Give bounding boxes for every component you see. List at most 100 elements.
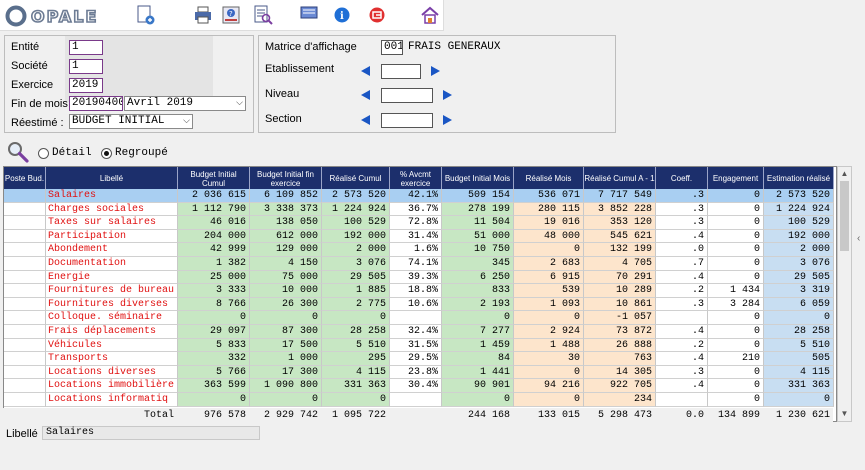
table-cell[interactable]: 1 112 790	[178, 202, 250, 217]
table-cell[interactable]: 3 338 373	[250, 202, 322, 217]
societe-field[interactable]: 1	[69, 59, 103, 74]
table-cell[interactable]: 3 333	[178, 284, 250, 298]
detail-radio[interactable]: Détail	[38, 147, 92, 159]
search-document-icon[interactable]	[252, 4, 274, 26]
table-cell[interactable]: Fournitures diverses	[46, 297, 178, 312]
table-cell[interactable]: 4 150	[250, 257, 322, 271]
magnifier-search-icon[interactable]	[6, 140, 30, 164]
table-cell[interactable]: Documentation	[46, 257, 178, 271]
table-cell[interactable]: 0	[514, 311, 584, 325]
table-cell[interactable]: 100 529	[764, 216, 834, 230]
table-cell[interactable]: 129 000	[250, 243, 322, 257]
table-cell[interactable]: 331 363	[764, 379, 834, 393]
exercice-field[interactable]: 2019	[69, 78, 103, 93]
table-cell[interactable]: Energie	[46, 270, 178, 285]
table-cell[interactable]: 0	[322, 393, 390, 407]
table-cell[interactable]: 539	[514, 284, 584, 298]
table-cell[interactable]: 0	[708, 189, 764, 203]
table-cell[interactable]: 1 000	[250, 352, 322, 366]
column-header[interactable]: Réalisé Mois	[514, 167, 584, 189]
table-cell[interactable]: 42 999	[178, 243, 250, 257]
table-cell[interactable]: 1 093	[514, 297, 584, 312]
table-cell[interactable]	[4, 216, 46, 230]
table-cell[interactable]: 3 076	[322, 257, 390, 271]
table-row[interactable]: Locations immobilière 363 599 1 090 800 331…	[4, 379, 834, 393]
table-cell[interactable]: 17 500	[250, 338, 322, 353]
table-cell[interactable]: 509 154	[442, 189, 514, 203]
table-cell[interactable]: 48 000	[514, 229, 584, 244]
table-cell[interactable]: 2 683	[514, 257, 584, 271]
table-cell[interactable]: 1 459	[442, 338, 514, 353]
table-row[interactable]: Documentation 1 382 4 150 3 076 74.1% 345 2 68…	[4, 257, 834, 271]
table-cell[interactable]: 4 705	[584, 257, 656, 271]
table-cell[interactable]: 6 109 852	[250, 189, 322, 203]
table-cell[interactable]: -1 057	[584, 311, 656, 325]
table-cell[interactable]: .4	[656, 229, 708, 244]
section-field[interactable]	[381, 113, 433, 128]
side-collapse-icon[interactable]: ‹	[857, 233, 861, 244]
table-cell[interactable]: 0	[708, 270, 764, 285]
niveau-prev-icon[interactable]	[361, 90, 370, 100]
table-cell[interactable]: 922 705	[584, 379, 656, 393]
table-cell[interactable]: 0	[442, 393, 514, 407]
table-cell[interactable]: 6 915	[514, 270, 584, 285]
table-cell[interactable]: 345	[442, 257, 514, 271]
table-cell[interactable]: 204 000	[178, 229, 250, 244]
table-cell[interactable]: 36.7%	[390, 202, 442, 217]
niveau-next-icon[interactable]	[443, 90, 452, 100]
table-cell[interactable]: 3 319	[764, 284, 834, 298]
table-cell[interactable]: 132 199	[584, 243, 656, 257]
table-cell[interactable]: 5 510	[322, 338, 390, 353]
niveau-field[interactable]	[381, 88, 433, 103]
table-cell[interactable]: 0	[250, 311, 322, 325]
table-cell[interactable]: 353 120	[584, 216, 656, 230]
table-cell[interactable]: 3 284	[708, 297, 764, 312]
table-cell[interactable]: 29 505	[322, 270, 390, 285]
table-cell[interactable]	[4, 311, 46, 325]
etablissement-next-icon[interactable]	[431, 66, 440, 76]
table-cell[interactable]	[656, 311, 708, 325]
table-cell[interactable]: 295	[322, 352, 390, 366]
column-header[interactable]: Budget Initial fin exercice	[250, 167, 322, 189]
table-cell[interactable]	[4, 189, 46, 203]
table-cell[interactable]: 10 750	[442, 243, 514, 257]
table-cell[interactable]	[4, 325, 46, 339]
table-cell[interactable]: 210	[708, 352, 764, 366]
table-cell[interactable]: 192 000	[322, 229, 390, 244]
table-cell[interactable]: 0	[442, 311, 514, 325]
table-cell[interactable]: 29 097	[178, 325, 250, 339]
table-cell[interactable]: .2	[656, 338, 708, 353]
vertical-scrollbar[interactable]: ▲ ▼	[837, 166, 852, 422]
table-cell[interactable]: 280 115	[514, 202, 584, 217]
table-cell[interactable]	[4, 257, 46, 271]
table-cell[interactable]: .4	[656, 352, 708, 366]
table-cell[interactable]: 0	[708, 257, 764, 271]
table-cell[interactable]: .3	[656, 216, 708, 230]
table-cell[interactable]: 28 258	[764, 325, 834, 339]
table-row[interactable]: Fournitures de bureau 3 333 10 000 1 885 18.…	[4, 284, 834, 298]
exit-icon[interactable]	[366, 4, 388, 26]
table-cell[interactable]	[4, 229, 46, 244]
table-cell[interactable]: .3	[656, 189, 708, 203]
table-cell[interactable]: Véhicules	[46, 338, 178, 353]
table-cell[interactable]: 0	[178, 393, 250, 407]
table-cell[interactable]: 0	[708, 243, 764, 257]
table-cell[interactable]: 763	[584, 352, 656, 366]
table-cell[interactable]: 18.8%	[390, 284, 442, 298]
table-cell[interactable]: 234	[584, 393, 656, 407]
table-row[interactable]: Colloque. séminaire 0 0 0 0 0 -1 057 0 0	[4, 311, 834, 325]
table-cell[interactable]: 0	[764, 311, 834, 325]
table-cell[interactable]: 1 885	[322, 284, 390, 298]
matrice-code-field[interactable]: 001	[381, 40, 403, 55]
table-cell[interactable]: 1 488	[514, 338, 584, 353]
table-cell[interactable]: 612 000	[250, 229, 322, 244]
column-header[interactable]: Budget Initial Cumul	[178, 167, 250, 189]
column-header[interactable]: Coeff.	[656, 167, 708, 189]
table-row[interactable]: Locations diverses 5 766 17 300 4 115 23.8% 1…	[4, 365, 834, 380]
table-cell[interactable]: Frais déplacements	[46, 325, 178, 339]
column-header[interactable]: Estimation réalisé	[764, 167, 834, 189]
table-cell[interactable]: 74.1%	[390, 257, 442, 271]
table-cell[interactable]: Locations diverses	[46, 365, 178, 380]
table-cell[interactable]: 10 000	[250, 284, 322, 298]
etablissement-prev-icon[interactable]	[361, 66, 370, 76]
